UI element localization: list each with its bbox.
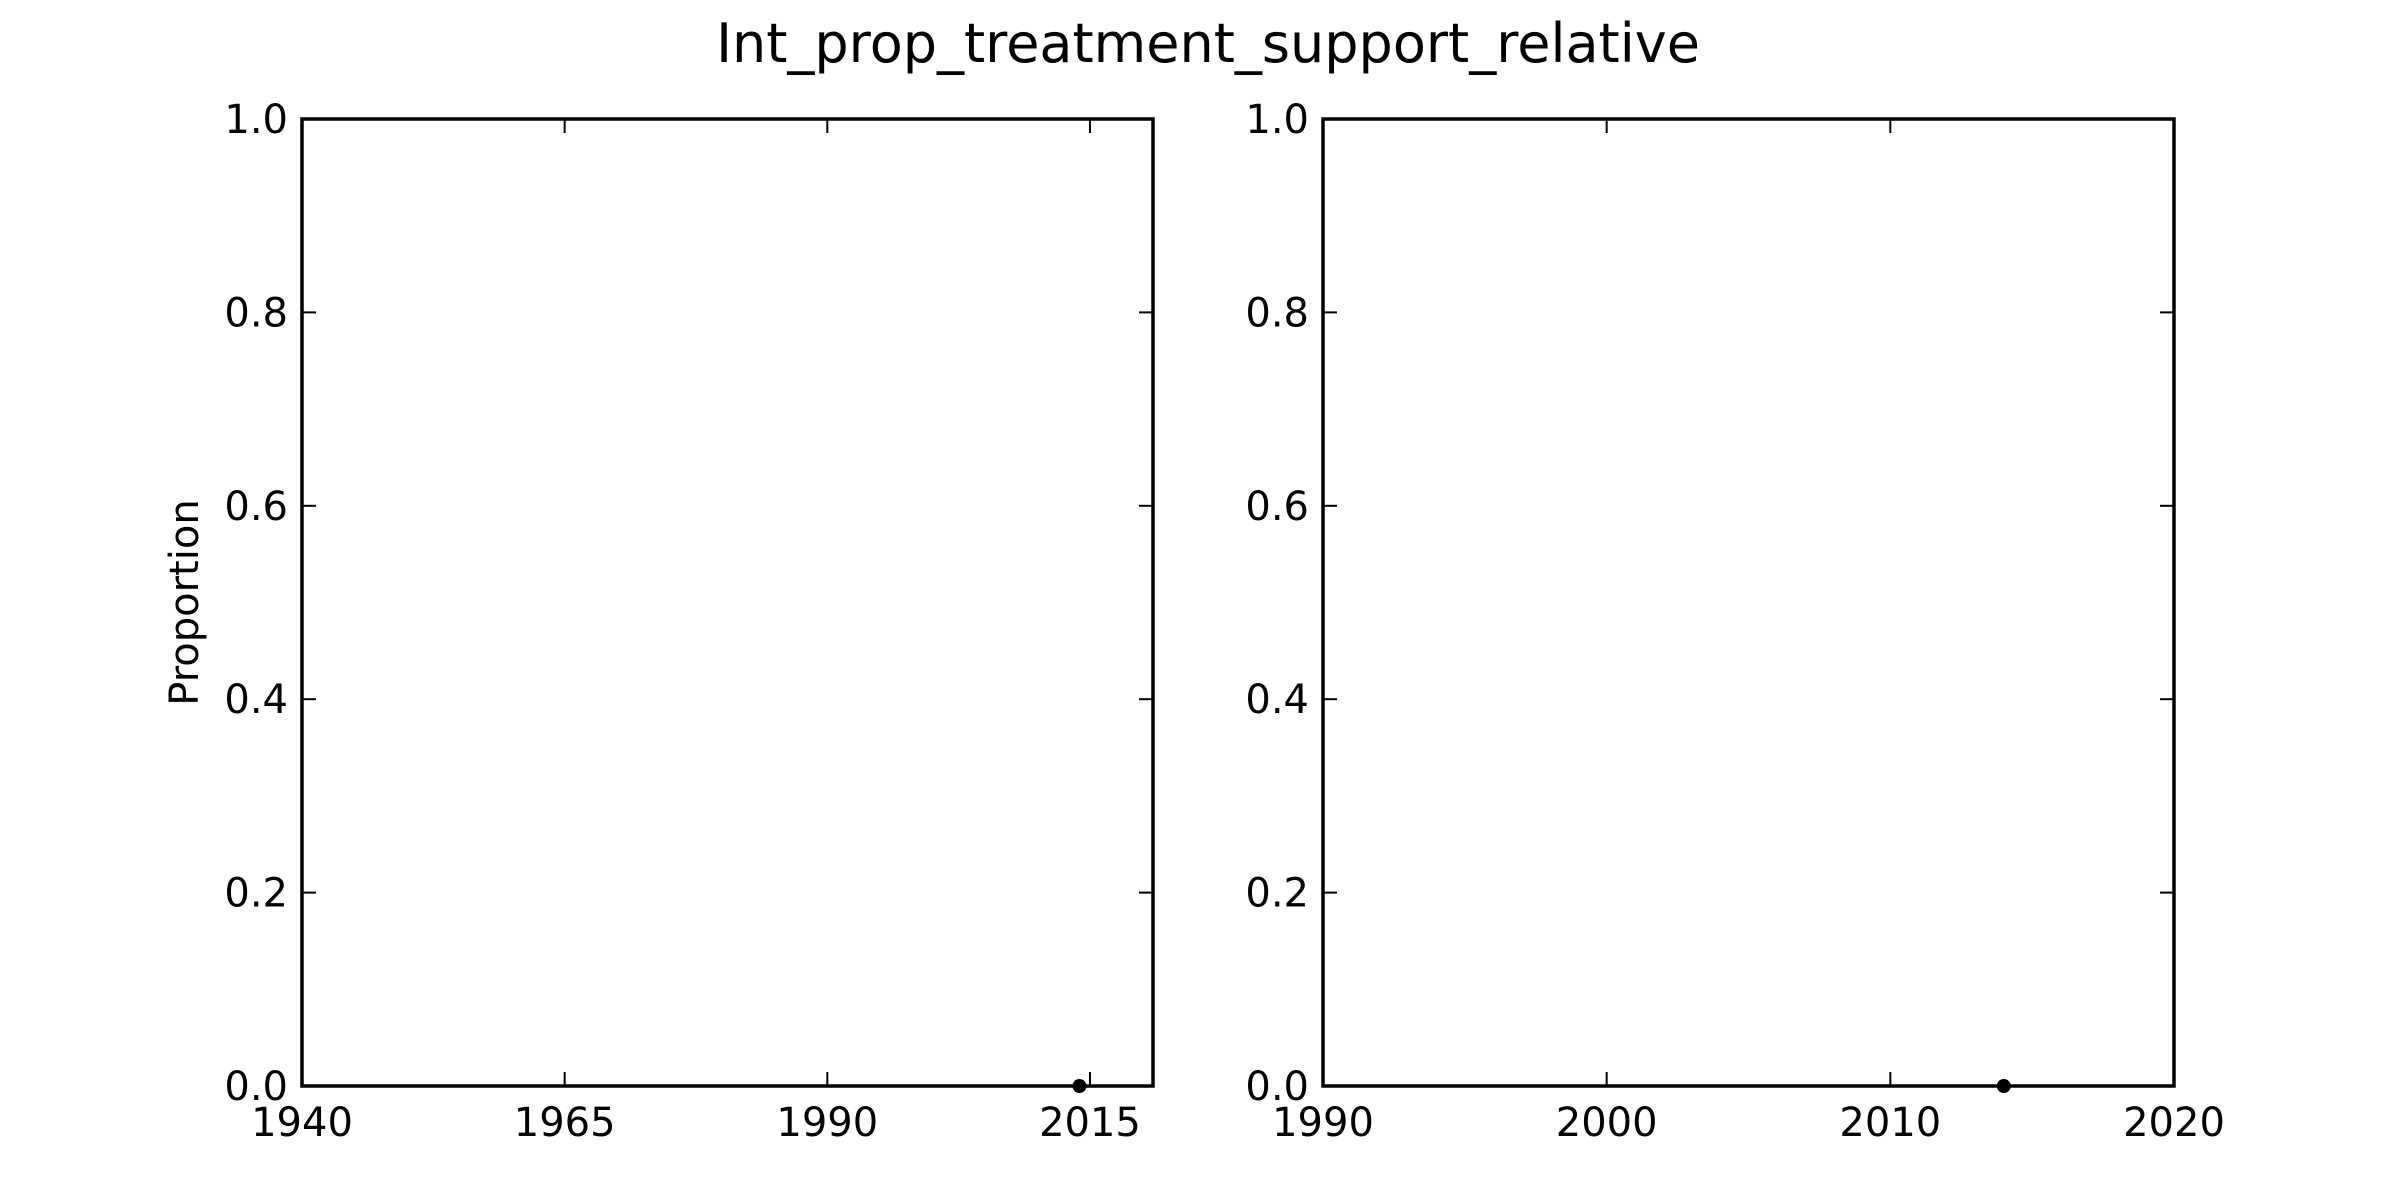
x-tick-label: 1990 (1272, 1100, 1374, 1146)
y-tick-label: 1.0 (1245, 97, 1309, 143)
subplot-2: 1990 2000 2010 2020 0.0 0.2 0.4 0.6 0.8 1.0 (1245, 97, 2225, 1146)
data-point (1072, 1079, 1087, 1093)
y-axis-label: Proportion (162, 499, 208, 705)
y-tick-label: 0.2 (1245, 871, 1309, 917)
data-point (1996, 1079, 2011, 1093)
figure-title: Int_prop_treatment_support_relative (716, 12, 1700, 75)
subplot-1: 1940 1965 1990 2015 0.0 0.2 0.4 0.6 0.8 1.0 Propor… (162, 97, 1155, 1146)
y-tick-label: 0.4 (1245, 677, 1309, 723)
y-tick-label: 0.0 (224, 1064, 288, 1110)
y-tick-label: 0.0 (1245, 1064, 1309, 1110)
y-tick-label: 0.6 (224, 484, 288, 530)
x-tick-label: 2020 (2123, 1100, 2225, 1146)
x-tick-label: 2000 (1556, 1100, 1658, 1146)
y-tick-label: 0.8 (224, 290, 288, 336)
x-tick-label: 1940 (251, 1100, 353, 1146)
y-tick-label: 0.2 (224, 871, 288, 917)
plot-frame (300, 117, 1155, 1088)
y-tick-label: 1.0 (224, 97, 288, 143)
y-tick-label: 0.4 (224, 677, 288, 723)
y-tick-label: 0.6 (1245, 484, 1309, 530)
subplots: 1940 1965 1990 2015 0.0 0.2 0.4 0.6 0.8 1.0 Propor… (162, 97, 2225, 1146)
plot-frame (1321, 117, 2176, 1088)
x-tick-label: 1965 (514, 1100, 616, 1146)
y-tick-label: 0.8 (1245, 290, 1309, 336)
x-tick-label: 2010 (1839, 1100, 1941, 1146)
x-tick-label: 2015 (1039, 1100, 1141, 1146)
x-tick-label: 1990 (776, 1100, 878, 1146)
